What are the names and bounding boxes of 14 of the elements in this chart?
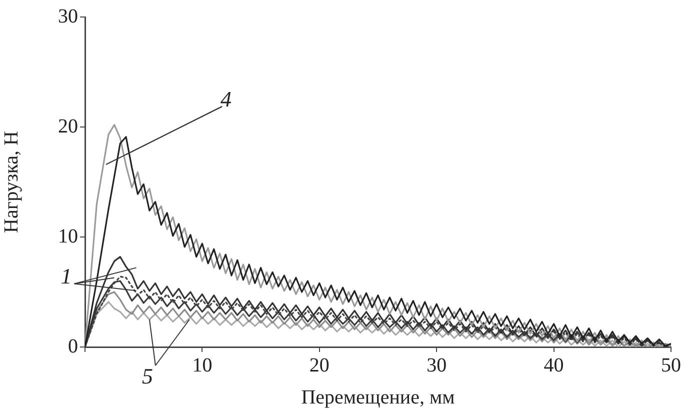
y-tick-label: 20 [58,115,78,138]
x-tick-label: 40 [544,354,564,376]
x-axis-title: Перемещение, мм [301,386,456,408]
y-tick-label: 0 [68,335,78,358]
x-tick-label: 30 [426,354,447,376]
x-tick-label: 50 [661,354,681,376]
y-tick-label: 10 [58,225,78,248]
annotation: 1 [60,263,72,288]
annotation: 4 [220,86,232,112]
annotation: 5 [142,363,153,388]
x-tick-label: 10 [192,354,212,376]
y-tick-label: 30 [58,5,78,28]
x-tick-label: 20 [309,354,330,376]
y-axis-title: Нагрузка, Н [0,131,22,233]
